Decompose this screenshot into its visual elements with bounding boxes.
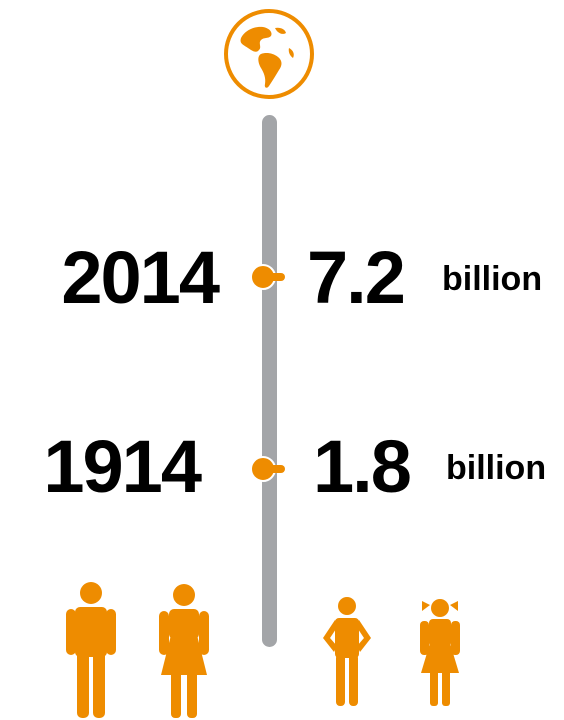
woman-icon [159,584,209,718]
timeline-marker-2014 [250,264,285,290]
population-1914: 1.8 [313,425,412,508]
year-1914: 1914 [43,425,202,508]
man-icon [66,582,116,718]
timeline-bar [262,115,277,647]
population-2014: 7.2 [307,236,406,319]
year-2014: 2014 [61,236,220,319]
boy-icon [323,597,371,706]
population-unit-1914: billion [446,449,547,487]
globe-icon [224,9,314,99]
girl-icon [420,599,460,706]
timeline-marker-1914 [250,456,285,482]
population-unit-2014: billion [442,260,543,298]
